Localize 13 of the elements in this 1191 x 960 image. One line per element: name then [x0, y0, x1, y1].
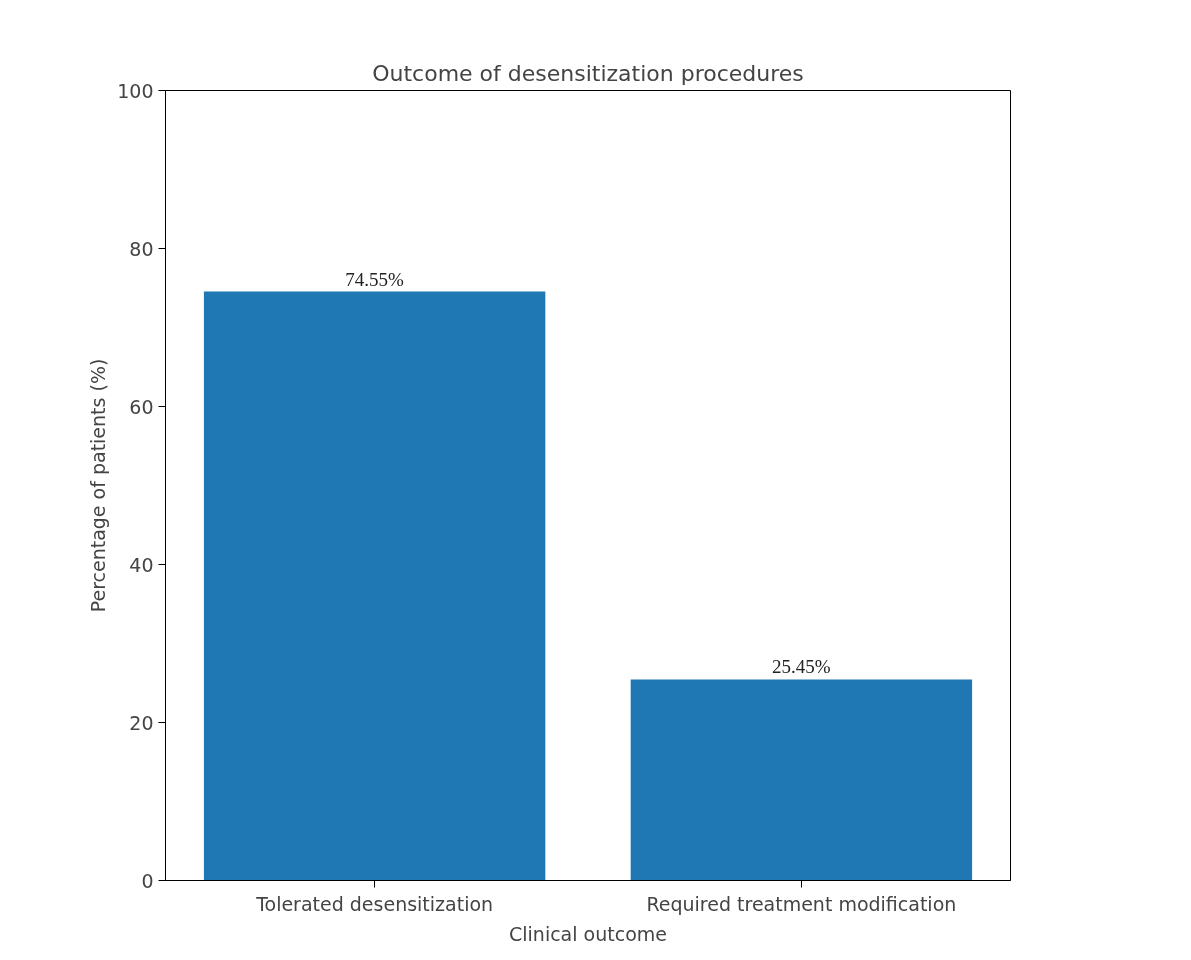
x-axis-title: Clinical outcome: [509, 922, 667, 945]
y-axis-title: Percentage of patients (%): [87, 358, 110, 613]
chart-title: Outcome of desensitization procedures: [372, 60, 804, 86]
data-label: 25.45%: [772, 656, 831, 678]
y-tick-label: 80: [129, 237, 154, 260]
y-tick-label: 40: [129, 553, 154, 576]
y-tick-label: 0: [141, 869, 154, 892]
x-tick-label: Tolerated desensitization: [255, 892, 494, 915]
data-label: 74.55%: [345, 268, 405, 290]
y-tick-label: 60: [129, 395, 154, 418]
x-tick-label: Required treatment modification: [646, 892, 957, 915]
y-tick-label: 100: [117, 79, 154, 102]
y-tick-label: 20: [129, 711, 154, 734]
